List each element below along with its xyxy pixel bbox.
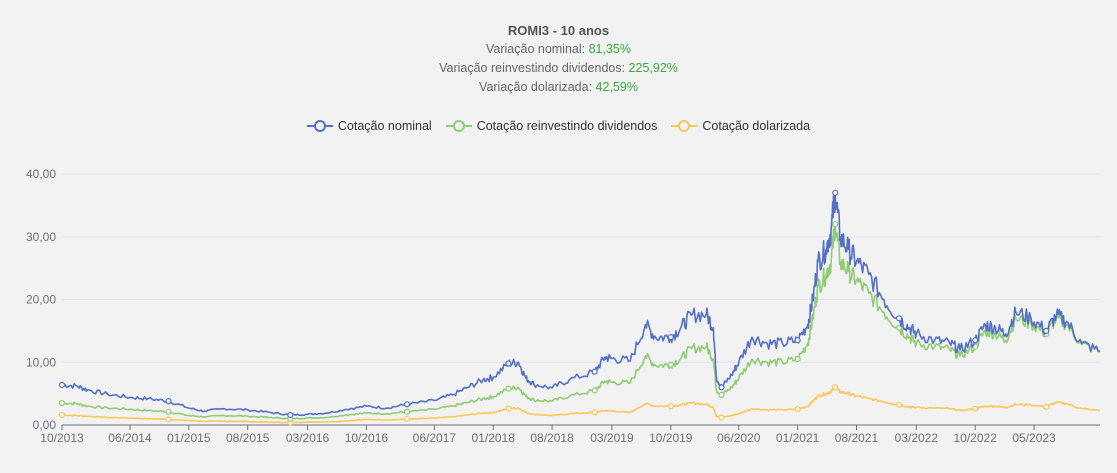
x-tick-label: 10/2022 — [954, 431, 998, 445]
legend-item-nominal[interactable]: Cotação nominal — [306, 119, 432, 133]
series-marker — [1043, 327, 1050, 334]
series-marker — [718, 391, 725, 398]
x-tick-label: 06/2020 — [717, 431, 761, 445]
series-line — [62, 386, 1101, 424]
reinvest-variation-value: 225,92% — [628, 61, 678, 75]
x-tick-label: 08/2021 — [835, 431, 879, 445]
series-marker — [667, 334, 674, 341]
y-tick-label: 0,00 — [33, 418, 57, 432]
series-marker — [832, 384, 839, 391]
chart-header: ROMI3 - 10 anos Variação nominal: 81,35%… — [0, 22, 1117, 97]
series-marker — [58, 381, 66, 388]
reinvest-variation: Variação reinvestindo dividendos: 225,92… — [0, 59, 1117, 78]
chart-title: ROMI3 - 10 anos — [507, 23, 610, 38]
legend-label-reinvest: Cotação reinvestindo dividendos — [476, 119, 658, 133]
series-marker — [403, 401, 411, 408]
series-marker — [667, 361, 674, 368]
legend-line-circle-icon — [445, 120, 472, 132]
x-tick-label: 10/2013 — [40, 431, 84, 445]
series-marker — [794, 356, 801, 363]
reinvest-variation-label: Variação reinvestindo dividendos: — [439, 61, 629, 75]
series-marker — [403, 408, 411, 415]
x-tick-label: 01/2015 — [167, 431, 211, 445]
x-tick-label: 03/2016 — [286, 431, 330, 445]
x-tick-label: 06/2017 — [413, 431, 457, 445]
series-marker — [895, 401, 903, 409]
legend-line-circle-icon — [671, 120, 698, 132]
series-marker — [794, 406, 801, 413]
series-marker — [505, 385, 512, 392]
series-marker — [505, 405, 512, 412]
y-tick-label: 30,00 — [26, 230, 56, 244]
legend-label-nominal: Cotação nominal — [337, 119, 432, 133]
series-marker — [972, 337, 979, 344]
series-marker — [972, 405, 979, 412]
series-marker — [165, 398, 172, 405]
series-marker — [591, 409, 598, 416]
series-marker — [718, 384, 725, 391]
x-tick-label: 08/2015 — [226, 431, 270, 445]
series-marker — [165, 408, 172, 415]
nominal-variation-value: 81,35% — [588, 42, 631, 56]
legend-line-circle-icon — [306, 120, 333, 132]
series-marker — [667, 403, 674, 410]
y-tick-label: 10,00 — [26, 355, 56, 369]
x-tick-label: 05/2023 — [1012, 431, 1056, 445]
x-tick-label: 03/2022 — [895, 431, 939, 445]
dollar-variation: Variação dolarizada: 42,59% — [0, 78, 1117, 97]
series-marker — [165, 416, 172, 423]
series-marker — [58, 399, 66, 407]
series-marker — [832, 221, 839, 228]
series-marker — [895, 324, 903, 331]
y-tick-label: 40,00 — [26, 167, 56, 181]
nominal-variation-label: Variação nominal: — [485, 42, 589, 56]
x-tick-label: 03/2019 — [590, 431, 634, 445]
series-line — [61, 223, 1101, 420]
nominal-variation: Variação nominal: 81,35% — [0, 40, 1117, 59]
series-marker — [403, 415, 411, 423]
legend-item-dollar[interactable]: Cotação dolarizada — [671, 119, 810, 133]
series-marker — [718, 414, 725, 421]
legend-label-dollar: Cotação dolarizada — [702, 119, 811, 133]
x-tick-label: 10/2019 — [649, 431, 693, 445]
series-line — [61, 192, 1101, 417]
x-tick-label: 06/2014 — [108, 431, 152, 445]
chart-legend: Cotação nominal Cotação reinvestindo div… — [0, 119, 1117, 133]
series-marker — [1043, 403, 1050, 410]
series-marker — [794, 337, 801, 344]
series-marker — [591, 368, 598, 375]
x-tick-label: 01/2021 — [776, 431, 820, 445]
series-marker — [58, 411, 66, 419]
x-tick-label: 01/2018 — [472, 431, 516, 445]
y-tick-label: 20,00 — [26, 293, 56, 307]
legend-item-reinvest[interactable]: Cotação reinvestindo dividendos — [445, 119, 658, 133]
series-marker — [832, 189, 839, 196]
series-marker — [895, 315, 903, 322]
series-marker — [505, 360, 512, 367]
dollar-variation-label: Variação dolarizada: — [479, 80, 596, 94]
dollar-variation-value: 42,59% — [595, 80, 638, 94]
series-marker — [287, 411, 294, 419]
x-tick-label: 08/2018 — [530, 431, 574, 445]
x-tick-label: 10/2016 — [345, 431, 389, 445]
series-marker — [591, 387, 598, 394]
